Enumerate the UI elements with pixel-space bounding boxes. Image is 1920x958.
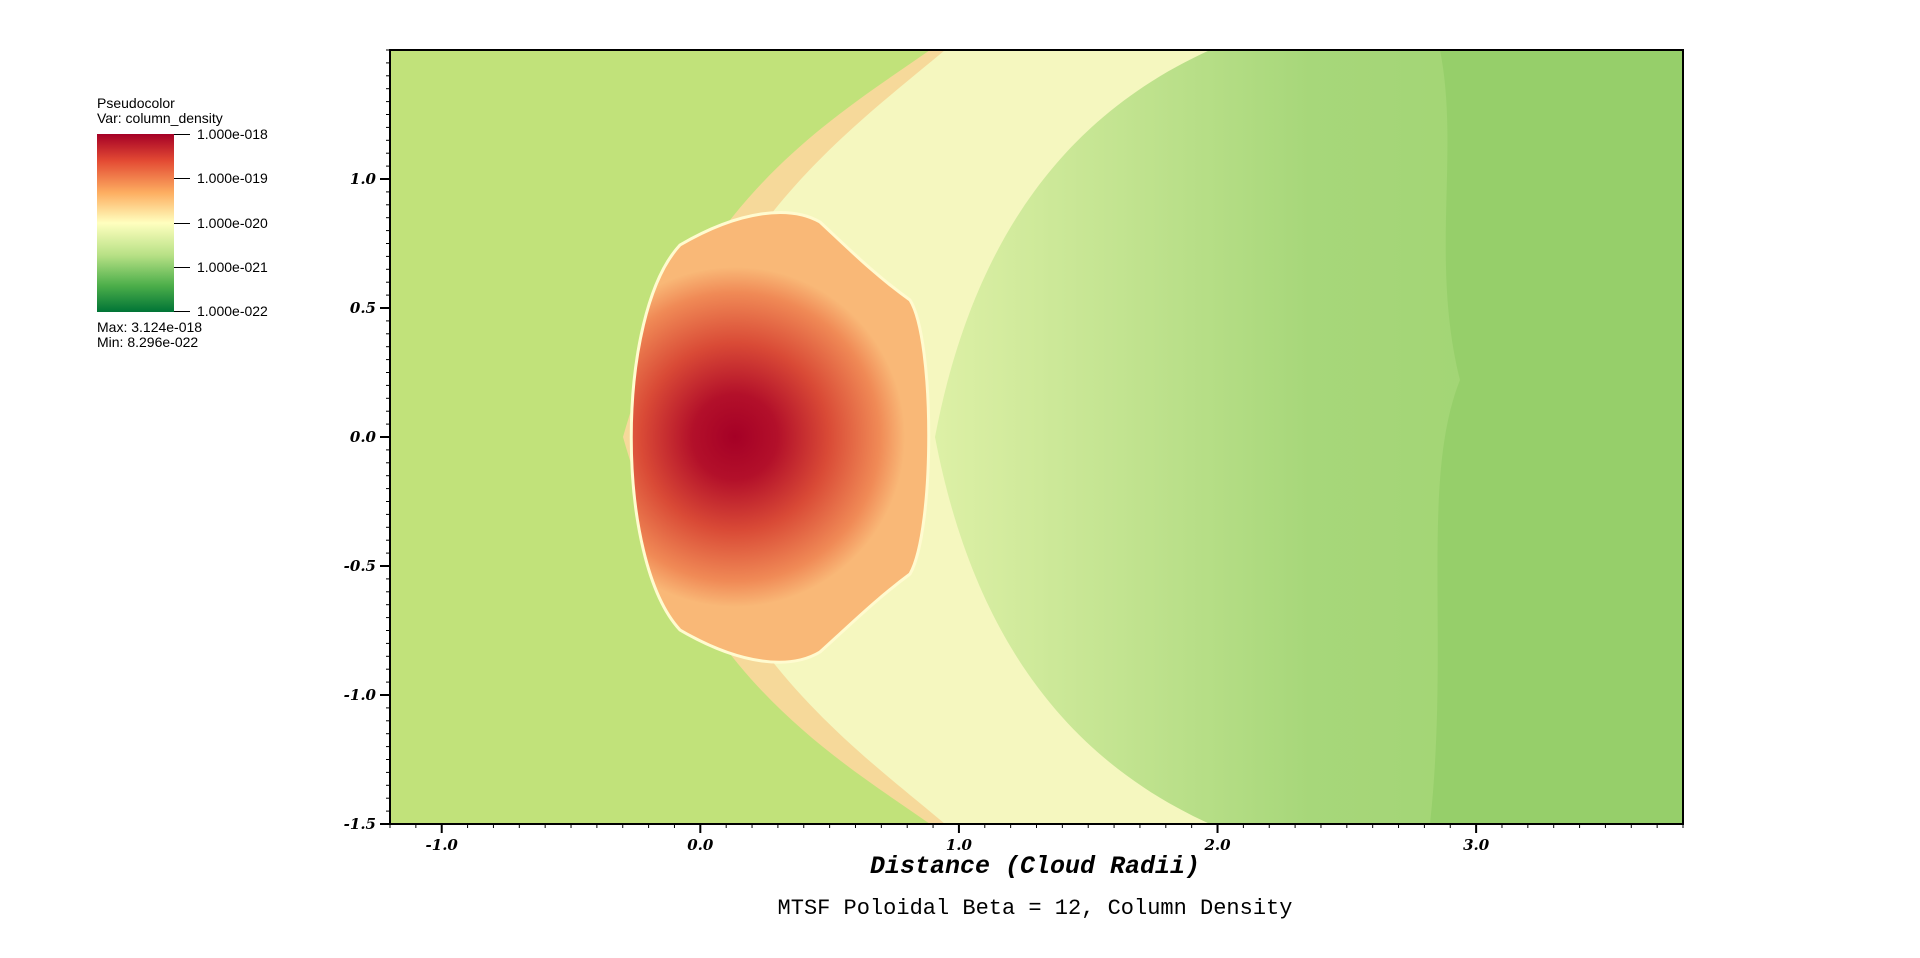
heatmap-field — [390, 50, 1683, 824]
legend-tick — [174, 223, 190, 224]
legend-label: 1.000e-018 — [197, 126, 268, 142]
legend-tick — [174, 134, 190, 135]
legend-variable: Var: column_density — [97, 110, 223, 126]
y-tick-label: 0.5 — [350, 299, 376, 317]
legend-colorbar — [97, 134, 174, 312]
x-tick-label: 2.0 — [1203, 836, 1231, 854]
legend-label: 1.000e-019 — [197, 170, 268, 186]
legend-title: Pseudocolor — [97, 95, 175, 111]
x-axis-title: Distance (Cloud Radii) — [869, 852, 1201, 881]
x-tick-label: 3.0 — [1463, 836, 1490, 854]
y-tick-label: -0.5 — [344, 557, 376, 575]
x-tick-label: -1.0 — [426, 836, 459, 854]
legend-max: Max: 3.124e-018 — [97, 319, 203, 335]
color-legend: Pseudocolor Var: column_density 1.000e-0… — [97, 96, 297, 356]
y-tick-label: 0.0 — [350, 428, 377, 446]
legend-tick — [174, 267, 190, 268]
y-tick-label: -1.0 — [344, 686, 377, 704]
y-axis: 1.0 0.5 0.0 -0.5 -1.0 -1.5 — [344, 49, 390, 833]
legend-tick — [174, 178, 190, 179]
legend-label: 1.000e-020 — [197, 215, 268, 231]
plot-caption: MTSF Poloidal Beta = 12, Column Density — [777, 896, 1293, 921]
legend-tick — [174, 311, 190, 312]
legend-label: 1.000e-022 — [197, 303, 268, 319]
x-tick-label: 1.0 — [946, 836, 973, 854]
legend-label: 1.000e-021 — [197, 259, 268, 275]
legend-min: Min: 8.296e-022 — [97, 334, 199, 350]
x-tick-label: 0.0 — [687, 836, 714, 854]
y-tick-label: -1.5 — [344, 815, 376, 833]
x-axis: -1.0 0.0 1.0 2.0 3.0 — [389, 824, 1684, 854]
y-tick-label: 1.0 — [350, 170, 377, 188]
downstream-tail — [1430, 50, 1683, 824]
cloud-core — [629, 211, 931, 664]
